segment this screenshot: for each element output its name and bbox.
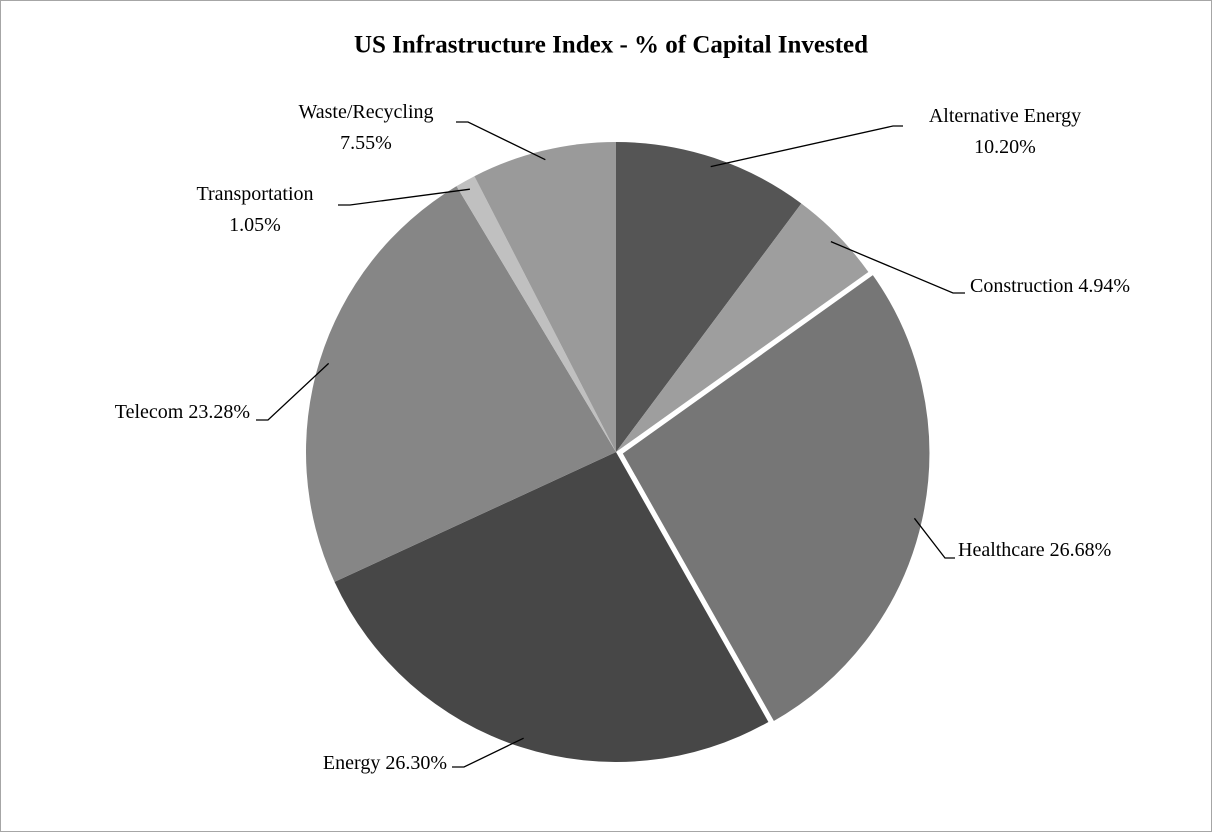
data-label: Construction 4.94% (970, 275, 1130, 297)
leader-line (456, 121, 546, 161)
leader-line (710, 125, 903, 168)
value-label: 10.20% (974, 136, 1036, 158)
value-label: 26.68% (1050, 539, 1112, 561)
category-label: Construction (970, 275, 1073, 297)
data-label: Healthcare 26.68% (958, 539, 1111, 561)
data-label: Waste/Recycling 7.55% (298, 101, 433, 154)
category-label: Telecom (115, 401, 184, 423)
data-label: Transportation 1.05% (196, 183, 313, 236)
pie-slice (474, 142, 616, 452)
value-label: 26.30% (385, 752, 447, 774)
chart-title: US Infrastructure Index - % of Capital I… (354, 32, 868, 59)
leader-line (338, 188, 470, 206)
data-label: Telecom 23.28% (115, 401, 250, 423)
pie-slice (616, 203, 869, 452)
category-label: Alternative Energy (929, 105, 1081, 127)
value-label: 7.55% (340, 132, 392, 154)
pie-slice (616, 142, 802, 452)
value-label: 1.05% (229, 214, 281, 236)
category-label: Healthcare (958, 539, 1045, 561)
category-label: Transportation (196, 183, 313, 205)
category-label: Energy (323, 752, 380, 774)
leader-line (256, 362, 330, 421)
pie-slice (334, 452, 769, 763)
category-label: Waste/Recycling (298, 101, 433, 123)
leader-line (830, 241, 965, 294)
value-label: 4.94% (1078, 275, 1130, 297)
pie-slice (618, 270, 933, 726)
pie-slice (306, 186, 616, 582)
data-label: Alternative Energy 10.20% (929, 105, 1081, 158)
data-label: Energy 26.30% (323, 752, 447, 774)
leader-line (452, 737, 524, 768)
leader-line (913, 517, 955, 559)
value-label: 23.28% (188, 401, 250, 423)
pie-slice (456, 176, 616, 452)
